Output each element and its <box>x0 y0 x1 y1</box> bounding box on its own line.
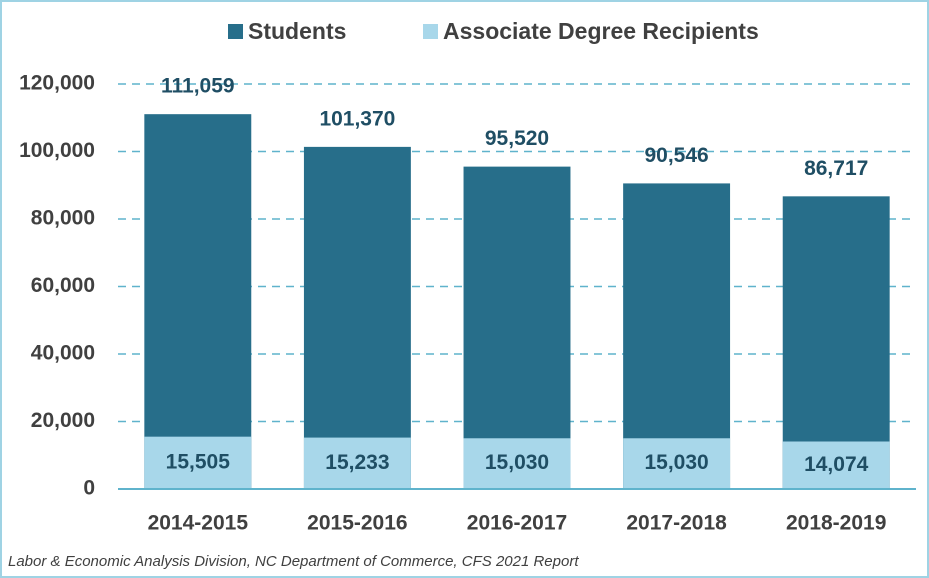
value-label: 15,030 <box>485 451 549 474</box>
bar <box>144 114 252 489</box>
value-label: 15,233 <box>325 451 389 474</box>
y-tick-label: 20,000 <box>31 409 95 432</box>
value-label: 111,059 <box>161 75 235 98</box>
bar <box>623 183 731 489</box>
y-tick-label: 40,000 <box>31 342 95 365</box>
y-tick-label: 120,000 <box>19 72 95 95</box>
legend-label: Associate Degree Recipients <box>443 18 759 44</box>
bar <box>144 436 252 489</box>
value-label: 101,370 <box>319 107 395 130</box>
x-tick-label: 2016-2017 <box>467 512 567 535</box>
x-tick-label: 2017-2018 <box>626 512 727 535</box>
source-note: Labor & Economic Analysis Division, NC D… <box>8 553 579 570</box>
y-tick-label: 0 <box>83 477 95 500</box>
bar <box>463 438 571 489</box>
y-tick-label: 60,000 <box>31 274 95 297</box>
value-label: 90,546 <box>644 144 708 167</box>
x-tick-label: 2014-2015 <box>148 512 249 535</box>
bar <box>782 196 890 489</box>
bar <box>303 437 411 489</box>
y-tick-label: 80,000 <box>31 207 95 230</box>
bar <box>623 438 731 489</box>
bar <box>463 166 571 489</box>
legend-label: Students <box>248 18 346 44</box>
value-label: 15,030 <box>644 451 708 474</box>
x-tick-label: 2018-2019 <box>786 512 886 535</box>
value-label: 95,520 <box>485 127 549 150</box>
value-label: 14,074 <box>804 453 869 476</box>
value-label: 15,505 <box>166 450 231 473</box>
legend-swatch <box>228 24 243 39</box>
bar <box>303 146 411 489</box>
legend-swatch <box>423 24 438 39</box>
bar <box>782 441 890 489</box>
x-tick-label: 2015-2016 <box>307 512 407 535</box>
y-tick-label: 100,000 <box>19 139 95 162</box>
value-label: 86,717 <box>804 157 868 180</box>
